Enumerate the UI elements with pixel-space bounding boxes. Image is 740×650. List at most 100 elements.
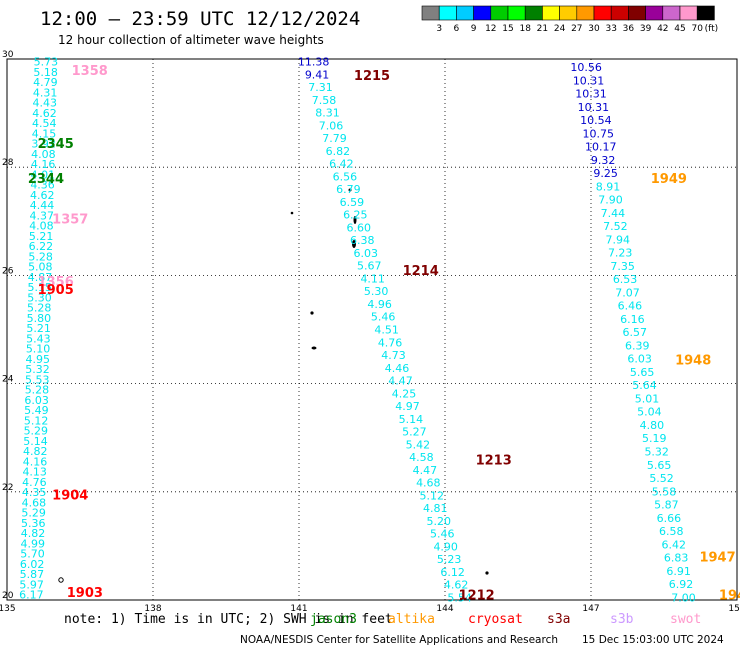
pass-time-label: 1903 [67, 586, 103, 601]
swh-value-label: 4.62 [30, 189, 55, 202]
island-marker [290, 211, 294, 215]
swh-value-label: 6.17 [19, 589, 44, 602]
plot-frame [6, 58, 738, 601]
swh-value-label: 3.92 [31, 138, 56, 151]
swh-value-label: 6.58 [659, 525, 684, 538]
x-tick-label: 150 [728, 604, 740, 614]
swh-value-label: 5.28 [27, 302, 52, 315]
swh-value-label: 4.90 [433, 540, 458, 553]
swh-value-label: 5.27 [402, 426, 427, 439]
swh-value-label: 10.31 [573, 74, 605, 87]
swh-value-label: 7.00 [671, 591, 696, 604]
pass-time-label: 1948 [675, 353, 711, 368]
swh-value-label: 4.35 [22, 486, 47, 499]
swh-value-label: 10.31 [578, 101, 610, 114]
swh-value-label: 5.19 [642, 432, 667, 445]
swh-value-label: 5.46 [371, 311, 396, 324]
timestamp: 15 Dec 15:03:00 UTC 2024 [582, 634, 724, 646]
swh-value-label: 4.62 [32, 107, 57, 120]
swh-value-label: 4.47 [388, 375, 413, 388]
pass-time-label: 1946 [719, 589, 740, 604]
swh-value-label: 4.76 [378, 336, 403, 349]
swh-value-label: 4.68 [416, 477, 441, 490]
swh-value-label: 5.14 [399, 413, 424, 426]
swh-value-label: 5.97 [19, 578, 44, 591]
swh-value-label: 4.11 [360, 272, 385, 285]
pass-time-label: 1358 [72, 64, 108, 79]
swh-value-label: 4.99 [20, 537, 45, 550]
swh-value-label: 4.13 [22, 466, 47, 479]
swh-value-label: 4.81 [423, 502, 448, 515]
swh-value-label: 5.32 [25, 363, 50, 376]
legend-label: 24 [554, 24, 566, 34]
swh-value-label: 5.12 [24, 414, 49, 427]
swh-value-label: 8.91 [596, 180, 621, 193]
island-marker [348, 188, 352, 192]
swh-value-label: 7.52 [603, 220, 628, 233]
swh-value-label: 5.30 [27, 291, 52, 304]
island-markers [58, 188, 489, 583]
pass-time-label: 1949 [651, 172, 687, 187]
x-tick-label: 135 [0, 604, 16, 614]
swh-value-label: 5.80 [27, 312, 52, 325]
swh-value-label: 4.58 [409, 451, 434, 464]
swh-value-label: 7.06 [319, 119, 344, 132]
swh-value-label: 6.82 [326, 145, 351, 158]
swh-value-label: 4.54 [32, 117, 57, 130]
credit-text: NOAA/NESDIS Center for Satellite Applica… [240, 634, 558, 646]
y-tick-label: 26 [2, 266, 14, 276]
swh-value-label: 5.73 [34, 56, 59, 69]
swh-value-label: 6.02 [20, 558, 45, 571]
swh-value-label: 5.29 [24, 425, 49, 438]
swh-value-label: 4.37 [29, 209, 54, 222]
swh-value-label: 5.58 [652, 485, 677, 498]
swh-value-label: 5.49 [24, 404, 49, 417]
swh-value-label: 5.42 [406, 438, 431, 451]
legend-label: 18 [519, 24, 531, 34]
swh-value-label: 6.83 [664, 552, 689, 565]
pass-time-label: 2344 [28, 172, 64, 187]
swh-value-label: 5.04 [637, 406, 662, 419]
swh-value-label: 6.39 [625, 339, 650, 352]
y-tick-label: 22 [2, 483, 13, 493]
swh-value-label: 6.03 [627, 353, 652, 366]
page-title: 12:00 – 23:59 UTC 12/12/2024 [40, 8, 361, 30]
x-tick-label: 147 [582, 604, 599, 614]
swh-value-label: 5.10 [26, 343, 51, 356]
satellite-legend-label: jason3 [310, 612, 357, 627]
x-tick-label: 138 [144, 604, 161, 614]
pass-time-label: 1215 [354, 69, 390, 84]
swh-value-label: 5.65 [630, 366, 655, 379]
legend-label: 70 [691, 24, 703, 34]
satellite-legend-label: swot [670, 612, 702, 627]
legend-label: 36 [623, 24, 635, 34]
island-marker [311, 346, 317, 350]
swh-value-label: 4.16 [23, 455, 48, 468]
pass-time-label: 2345 [38, 137, 74, 152]
swh-value-label: 4.95 [26, 353, 51, 366]
legend-label: 9 [471, 24, 477, 34]
pass-time-label: 1947 [699, 551, 735, 566]
swh-value-label: 6.12 [440, 566, 465, 579]
legend-swatch [696, 5, 715, 21]
swh-value-label: 5.29 [21, 507, 46, 520]
legend-label: 15 [502, 24, 513, 34]
swh-value-label: 9.41 [305, 68, 330, 81]
legend-label: 42 [657, 24, 668, 34]
swh-value-label: 7.31 [308, 81, 333, 94]
swh-value-label: 4.08 [29, 220, 54, 233]
swh-value-label: 5.46 [430, 528, 455, 541]
swh-value-label: 5.64 [632, 379, 657, 392]
swh-value-label: 5.87 [20, 568, 45, 581]
swh-value-label: 4.51 [374, 324, 399, 337]
swh-value-label: 10.75 [583, 127, 615, 140]
footer-note: note: 1) Time is in UTC; 2) SWH is in fe… [64, 612, 393, 627]
swh-value-label: 4.68 [22, 496, 47, 509]
swh-value-label: 8.31 [315, 107, 340, 120]
swh-value-label: 6.53 [613, 273, 638, 286]
pass-time-label: 1213 [476, 453, 512, 468]
legend-label: 6 [454, 24, 460, 34]
swh-value-label: 7.35 [610, 260, 635, 273]
y-tick-label: 30 [2, 50, 14, 60]
